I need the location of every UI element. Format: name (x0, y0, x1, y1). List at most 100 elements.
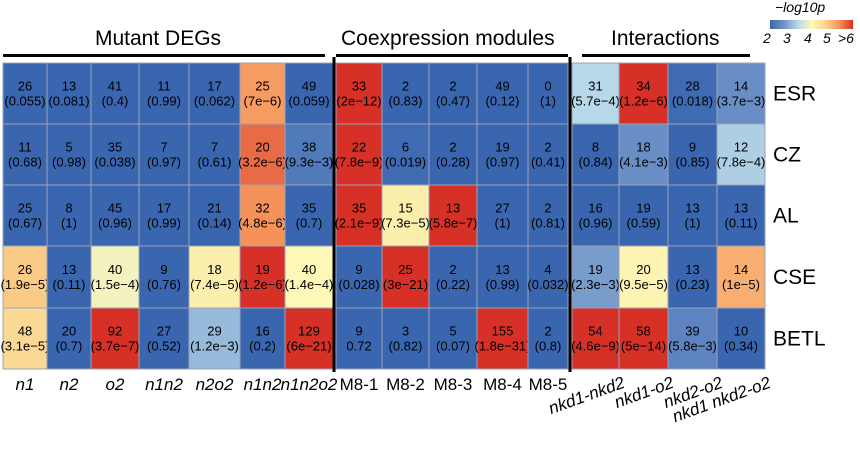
cell-pvalue-label: (0.47) (436, 94, 470, 109)
column-label: n2 (60, 375, 79, 394)
cell-pvalue-label: (0.82) (389, 339, 423, 354)
cell-pvalue-label: (5.7e−4) (571, 94, 620, 109)
cell-pvalue-label: (1) (540, 94, 556, 109)
cell-count-label: 25 (18, 201, 32, 216)
cell-count-label: 3 (402, 324, 409, 339)
cell-count-label: 9 (689, 140, 696, 155)
legend-tick-label: >6 (838, 30, 854, 46)
cell-pvalue-label: (0.019) (385, 155, 426, 170)
column-label: M8-4 (483, 375, 522, 394)
cell-count-label: 19 (495, 140, 509, 155)
column-label: n1n2 (145, 375, 183, 394)
cell-pvalue-label: (3.1e−5) (1, 339, 50, 354)
cell-pvalue-label: (0.038) (94, 155, 135, 170)
cell-count-label: 19 (588, 262, 602, 277)
cell-pvalue-label: (0.34) (724, 339, 758, 354)
heatmap-cell (335, 123, 383, 186)
cell-count-label: 33 (352, 79, 366, 94)
cell-pvalue-label: (9.3e−3) (285, 155, 334, 170)
heatmap-cell (2, 307, 48, 370)
cell-count-label: 28 (685, 79, 699, 94)
cell-pvalue-label: (1e−5) (722, 277, 760, 292)
heatmap-cell (239, 62, 286, 125)
cell-pvalue-label: (3e−21) (383, 277, 428, 292)
cell-pvalue-label: (4.8e−6) (238, 216, 287, 231)
heatmap-cell (381, 245, 430, 309)
cell-count-label: 9 (355, 324, 362, 339)
heatmap-cell (90, 184, 140, 247)
cell-pvalue-label: (5.8e−7) (429, 216, 478, 231)
heatmap-cell (667, 184, 718, 247)
cell-count-label: 26 (18, 79, 32, 94)
cell-pvalue-label: (1.2e−3) (190, 339, 239, 354)
cell-count-label: 2 (544, 140, 551, 155)
cell-pvalue-label: (4.1e−3) (619, 155, 668, 170)
heatmap-cell (138, 245, 190, 309)
heatmap-cell (90, 307, 140, 370)
cell-pvalue-label: (1) (685, 216, 701, 231)
cell-count-label: 31 (588, 79, 602, 94)
heatmap-cell (618, 307, 669, 370)
heatmap-cell (716, 307, 766, 370)
heatmap-cell (284, 184, 334, 247)
cell-pvalue-label: (0.12) (486, 94, 520, 109)
legend-title: −log10p (775, 0, 826, 15)
cell-count-label: 21 (207, 201, 221, 216)
heatmap-cell (188, 184, 241, 247)
cell-count-label: 27 (157, 324, 171, 339)
cell-pvalue-label: (0.032) (527, 277, 568, 292)
column-label: M8-5 (529, 375, 568, 394)
column-label: M8-1 (340, 375, 379, 394)
cell-pvalue-label: (0.99) (147, 216, 181, 231)
heatmap-cell (428, 184, 478, 247)
cell-pvalue-label: (7.8e−4) (717, 155, 766, 170)
cell-count-label: 17 (207, 79, 221, 94)
heatmap-cell (527, 245, 569, 309)
heatmap-cell (381, 307, 430, 370)
cell-count-label: 2 (402, 79, 409, 94)
heatmap-cell (618, 62, 669, 125)
heatmap-cell (46, 62, 92, 125)
cell-count-label: 8 (65, 201, 72, 216)
heatmap-cell (428, 307, 478, 370)
cell-count-label: 5 (449, 324, 456, 339)
heatmap-cell (90, 245, 140, 309)
heatmap-cell (239, 307, 286, 370)
cell-count-label: 26 (18, 262, 32, 277)
cell-pvalue-label: (1.2e−6) (619, 94, 668, 109)
cell-pvalue-label: (0.52) (147, 339, 181, 354)
cell-count-label: 8 (592, 140, 599, 155)
heatmap-cell (188, 245, 241, 309)
cell-count-label: 13 (685, 262, 699, 277)
cell-count-label: 155 (492, 324, 514, 339)
group-label-interactions: Interactions (611, 27, 720, 50)
cell-pvalue-label: (0.81) (531, 216, 565, 231)
heatmap-cell (527, 307, 569, 370)
legend-tick-label: 5 (823, 30, 831, 46)
cell-pvalue-label: (7e−6) (244, 94, 282, 109)
heatmap-cell (46, 123, 92, 186)
heatmap-cell (381, 184, 430, 247)
heatmap-cell (716, 62, 766, 125)
cell-pvalue-label: (0.23) (676, 277, 710, 292)
heatmap-cell (2, 184, 48, 247)
cell-count-label: 15 (398, 201, 412, 216)
cell-count-label: 13 (446, 201, 460, 216)
cell-count-label: 4 (544, 262, 551, 277)
cell-pvalue-label: (0.7) (296, 216, 323, 231)
cell-count-label: 14 (734, 262, 748, 277)
cell-count-label: 9 (160, 262, 167, 277)
group-underline-coexpression-modules (336, 54, 568, 57)
cell-count-label: 58 (636, 324, 650, 339)
cell-pvalue-label: (1) (61, 216, 77, 231)
cell-pvalue-label: (0.11) (53, 277, 86, 292)
cell-count-label: 16 (588, 201, 602, 216)
cell-pvalue-label: (0.99) (147, 94, 181, 109)
cell-count-label: 20 (636, 262, 650, 277)
cell-count-label: 2 (449, 79, 456, 94)
cell-pvalue-label: (0.018) (672, 94, 713, 109)
heatmap-cell (188, 123, 241, 186)
cell-count-label: 20 (62, 324, 76, 339)
cell-pvalue-label: (1.9e−5) (1, 277, 50, 292)
